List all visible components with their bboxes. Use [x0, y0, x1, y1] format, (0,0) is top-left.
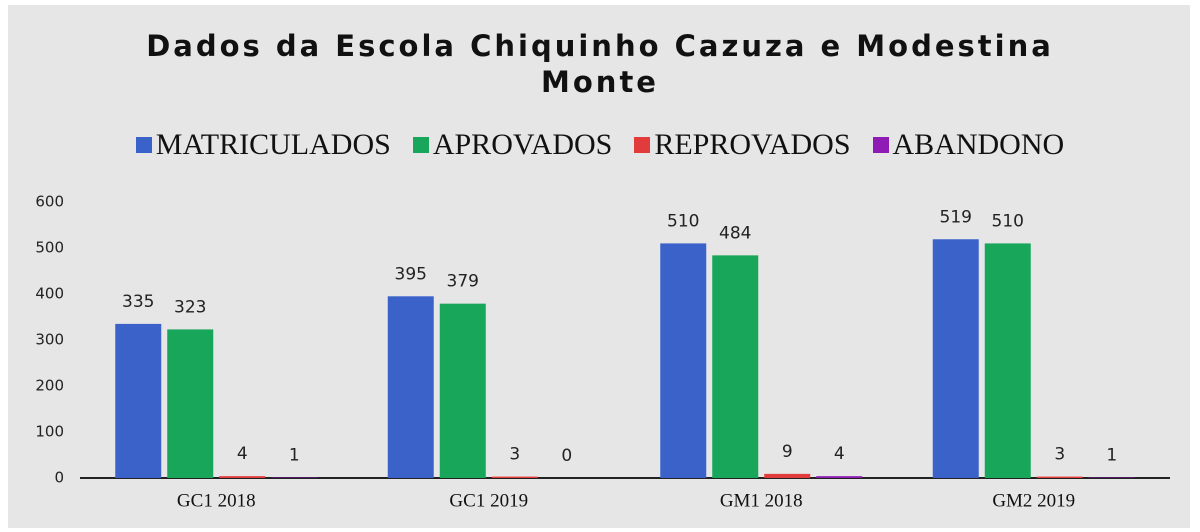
value-label: 4 [834, 444, 845, 464]
chart-title: Dados da Escola Chiquinho Cazuza e Modes… [146, 29, 1054, 99]
value-label: 335 [122, 292, 154, 312]
value-label: 3 [1054, 445, 1065, 465]
y-tick-label: 300 [35, 331, 64, 349]
legend-label: ABANDONO [892, 128, 1065, 161]
x-tick-label: GM2 2019 [992, 490, 1075, 511]
legend-entry: ABANDONO [872, 128, 1065, 162]
value-label: 519 [940, 207, 972, 227]
y-tick-label: 0 [54, 469, 64, 487]
legend-swatch [634, 137, 651, 153]
bar [491, 476, 538, 478]
value-label: 510 [667, 211, 699, 231]
y-tick-label: 200 [35, 377, 64, 395]
bar [219, 476, 266, 478]
legend: MATRICULADOS APROVADOS REPROVADOS ABANDONO [0, 128, 1200, 162]
legend-label: APROVADOS [432, 128, 613, 161]
legend-entry: REPROVADOS [634, 128, 851, 162]
value-label: 4 [237, 444, 248, 464]
x-tick-label: GM1 2018 [720, 490, 803, 511]
legend-entry: MATRICULADOS [135, 128, 391, 162]
bar [167, 329, 214, 478]
value-label: 323 [174, 297, 206, 317]
bar [660, 243, 707, 478]
bar [387, 296, 434, 478]
bar [932, 239, 979, 478]
x-tick-label: GC1 2019 [449, 490, 528, 511]
value-label: 3 [509, 445, 520, 465]
legend-swatch [412, 137, 429, 153]
bar [1036, 476, 1083, 478]
x-tick-label: GC1 2018 [177, 490, 256, 511]
value-label: 395 [395, 264, 427, 284]
bar [764, 473, 811, 478]
value-label: 1 [1106, 446, 1117, 466]
legend-swatch [872, 137, 889, 153]
bar [115, 323, 162, 478]
value-label: 484 [719, 223, 751, 243]
y-tick-label: 600 [35, 193, 64, 211]
y-tick-label: 100 [35, 423, 64, 441]
legend-label: REPROVADOS [654, 128, 851, 161]
value-label: 379 [447, 272, 479, 292]
y-tick-label: 400 [35, 285, 64, 303]
value-label: 1 [289, 446, 300, 466]
bar [816, 476, 863, 478]
legend-swatch [135, 137, 152, 153]
value-label: 9 [782, 442, 793, 462]
legend-entry: APROVADOS [412, 128, 613, 162]
y-tick-label: 500 [35, 239, 64, 257]
value-label: 510 [992, 211, 1024, 231]
bar [984, 243, 1031, 478]
legend-label: MATRICULADOS [155, 128, 391, 161]
value-label: 0 [561, 446, 572, 466]
bar [712, 255, 759, 478]
bar [439, 303, 486, 478]
